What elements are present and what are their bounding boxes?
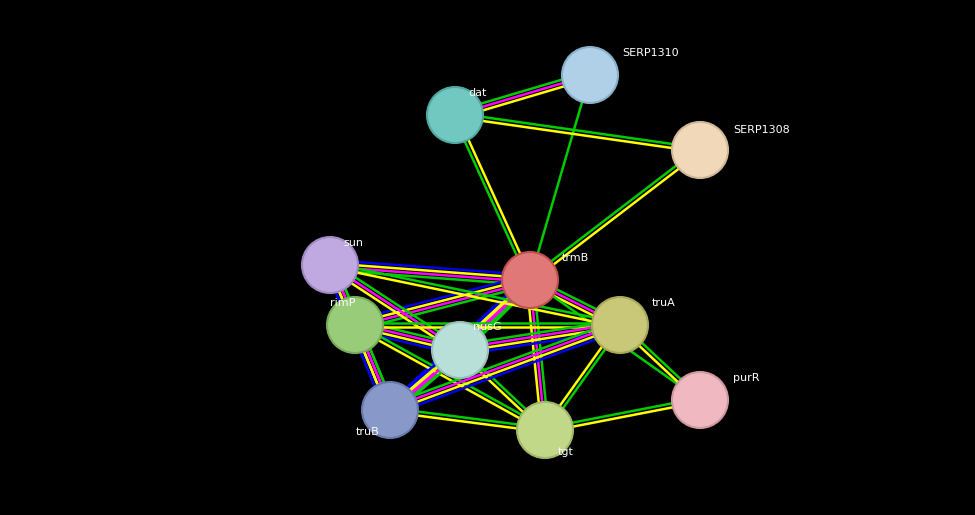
Circle shape	[517, 402, 573, 458]
Text: rimP: rimP	[330, 298, 355, 308]
Text: truA: truA	[652, 298, 676, 308]
Circle shape	[592, 297, 648, 353]
Circle shape	[672, 122, 728, 178]
Text: sun: sun	[343, 238, 363, 248]
Text: nusG: nusG	[473, 322, 501, 332]
Text: tgt: tgt	[558, 447, 574, 457]
Text: dat: dat	[468, 88, 487, 98]
Text: trmB: trmB	[562, 253, 589, 263]
Circle shape	[362, 382, 418, 438]
Text: truB: truB	[356, 427, 379, 437]
Text: SERP1308: SERP1308	[733, 125, 790, 135]
Circle shape	[562, 47, 618, 103]
Text: purR: purR	[733, 373, 760, 383]
Circle shape	[502, 252, 558, 308]
Text: SERP1310: SERP1310	[622, 48, 679, 58]
Circle shape	[672, 372, 728, 428]
Circle shape	[432, 322, 488, 378]
Circle shape	[327, 297, 383, 353]
Circle shape	[427, 87, 483, 143]
Circle shape	[302, 237, 358, 293]
